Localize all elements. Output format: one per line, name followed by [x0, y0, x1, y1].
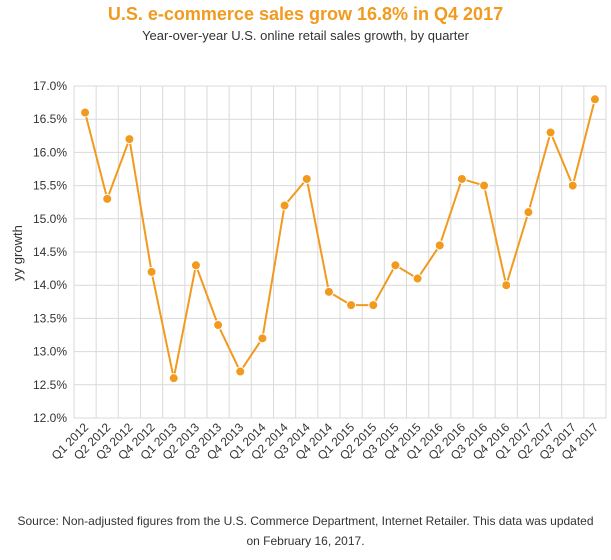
data-point [368, 300, 379, 311]
y-axis-title: yy growth [10, 225, 25, 281]
data-point [124, 134, 135, 145]
data-point [301, 173, 312, 184]
data-point [501, 280, 512, 291]
y-tick-label: 15.5% [33, 179, 67, 193]
data-point [323, 286, 334, 297]
data-point [279, 200, 290, 211]
data-point [80, 107, 91, 118]
data-point [545, 127, 556, 138]
data-point [412, 273, 423, 284]
y-axis-ticks: 12.0% 12.5% 13.0% 13.5% 14.0% 14.5% 15.0% 15.5%… [33, 79, 67, 425]
data-point [456, 173, 467, 184]
y-tick-label: 14.5% [33, 245, 67, 259]
data-point [146, 266, 157, 277]
chart-title: U.S. e-commerce sales grow 16.8% in Q4 2… [107, 4, 504, 24]
y-tick-label: 12.0% [33, 411, 67, 425]
data-point [213, 320, 224, 331]
data-point [567, 180, 578, 191]
data-point [434, 240, 445, 251]
chart-subtitle: Year-over-year U.S. online retail sales … [142, 28, 469, 43]
data-point [168, 373, 179, 384]
y-tick-label: 13.0% [33, 345, 67, 359]
data-point [102, 193, 113, 204]
y-tick-label: 17.0% [33, 79, 67, 93]
data-point [235, 366, 246, 377]
data-point [346, 300, 357, 311]
series-line [84, 99, 596, 380]
y-tick-label: 16.5% [33, 112, 67, 126]
data-point [523, 207, 534, 218]
data-point [190, 260, 201, 271]
source-note: Source: Non-adjusted figures from the U.… [17, 514, 594, 548]
y-tick-label: 15.0% [33, 212, 67, 226]
data-point [479, 180, 490, 191]
y-tick-label: 13.5% [33, 311, 67, 325]
data-point [390, 260, 401, 271]
data-point [257, 333, 268, 344]
data-point [589, 94, 600, 105]
grid [73, 85, 607, 419]
data-points [80, 94, 600, 384]
y-tick-label: 16.0% [33, 145, 67, 159]
y-tick-label: 12.5% [33, 378, 67, 392]
y-tick-label: 14.0% [33, 278, 67, 292]
